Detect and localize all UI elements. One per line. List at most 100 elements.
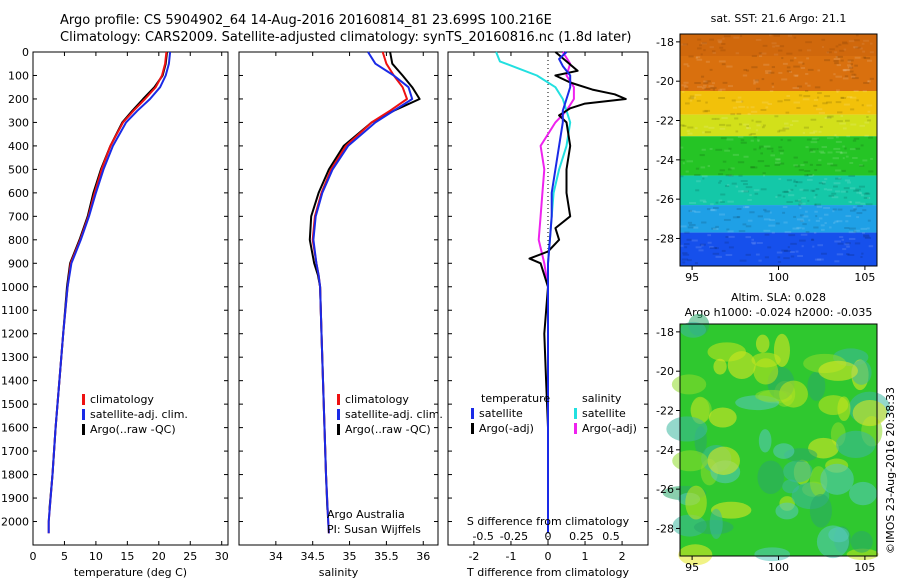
sst-texture	[757, 160, 765, 163]
sst-texture	[710, 203, 714, 206]
sst-texture	[778, 71, 783, 74]
sst-texture	[689, 95, 695, 98]
sst-texture	[854, 73, 857, 76]
sst-texture	[758, 259, 762, 262]
sst-texture	[718, 60, 726, 63]
sst-texture	[830, 164, 838, 167]
sst-texture	[771, 85, 775, 88]
sst-texture	[848, 231, 856, 234]
sst-texture	[827, 188, 833, 191]
sst-texture	[840, 151, 848, 154]
x2-tick-label: 0.25	[569, 530, 594, 543]
sst-texture	[757, 215, 763, 218]
sst-texture	[736, 112, 742, 115]
sst-texture	[788, 194, 795, 197]
sst-texture	[701, 244, 704, 247]
sst-texture	[826, 137, 834, 140]
sst-texture	[797, 255, 804, 258]
sst-texture	[865, 192, 869, 195]
sst-texture	[683, 81, 689, 84]
sst-texture	[843, 196, 848, 199]
sst-texture	[790, 123, 794, 126]
sst-texture	[798, 199, 801, 202]
sst-texture	[846, 64, 852, 67]
sst-texture	[835, 140, 842, 143]
sst-texture	[823, 206, 831, 209]
sst-texture	[786, 201, 793, 204]
sst-texture	[826, 116, 832, 119]
sst-texture	[777, 194, 782, 197]
sst-texture	[720, 49, 726, 52]
temperature-satellite-diff-line	[547, 51, 572, 534]
sst-texture	[715, 225, 719, 228]
sst-texture	[813, 130, 818, 133]
legend-label: climatology	[345, 393, 409, 406]
y-tick-label: -26	[656, 193, 674, 206]
sst-texture	[829, 48, 835, 51]
sst-texture	[826, 51, 832, 54]
sst-texture	[709, 247, 717, 250]
sst-texture	[801, 227, 805, 230]
sst-texture	[753, 82, 756, 85]
sst-texture	[750, 166, 758, 169]
sst-texture	[722, 81, 728, 84]
sst-texture	[816, 148, 819, 151]
sst-texture	[771, 231, 775, 234]
sst-texture	[813, 98, 819, 101]
sst-texture	[746, 127, 751, 130]
sst-texture	[736, 215, 741, 218]
legend-swatch	[82, 409, 85, 420]
sst-texture	[721, 117, 728, 120]
sst-texture	[851, 73, 855, 76]
sst-texture	[738, 190, 744, 193]
sst-texture	[809, 148, 816, 151]
sst-texture	[856, 216, 860, 219]
map-frame	[679, 323, 878, 557]
sst-texture	[839, 152, 843, 155]
sst-texture	[682, 253, 690, 256]
sst-texture	[719, 127, 726, 130]
sst-texture	[837, 111, 843, 114]
x2-tick-label: -0.5	[472, 530, 493, 543]
argo-temperature-line	[48, 51, 168, 510]
sst-texture	[721, 42, 726, 45]
y-tick-label: 400	[8, 140, 29, 153]
sst-texture	[798, 94, 803, 97]
y-tick-label: -18	[656, 36, 674, 49]
sst-texture	[695, 246, 702, 249]
sst-texture	[709, 147, 713, 150]
sst-texture	[703, 82, 709, 85]
sst-texture	[715, 117, 720, 120]
sla-blob	[779, 380, 808, 408]
sst-texture	[846, 245, 850, 248]
legend-swatch	[82, 394, 85, 405]
sst-texture	[849, 148, 856, 151]
legend-swatch	[471, 408, 474, 419]
sst-texture	[852, 206, 856, 209]
sst-texture	[811, 238, 815, 241]
sst-texture	[755, 38, 762, 41]
sst-texture	[755, 120, 762, 123]
sst-texture	[836, 220, 843, 223]
y-tick-label: -24	[656, 154, 674, 167]
sst-texture	[778, 178, 782, 181]
sst-texture	[836, 55, 843, 58]
sst-texture	[798, 202, 803, 205]
sst-texture	[860, 227, 867, 230]
y-tick-label: 1100	[1, 304, 29, 317]
sst-texture	[856, 212, 863, 215]
sst-texture	[844, 243, 850, 246]
sst-texture	[836, 64, 842, 67]
sst-texture	[694, 174, 701, 177]
sst-texture	[768, 34, 772, 37]
legend-group-salinity: salinity	[582, 392, 622, 405]
sst-texture	[687, 226, 694, 229]
x-tick-label: 20	[152, 550, 166, 563]
sst-texture	[853, 46, 858, 49]
sst-texture	[686, 130, 690, 133]
sst-texture	[764, 70, 772, 73]
sst-texture	[760, 188, 767, 191]
sst-texture	[732, 216, 740, 219]
sst-texture	[718, 173, 724, 176]
sst-texture	[859, 47, 863, 50]
